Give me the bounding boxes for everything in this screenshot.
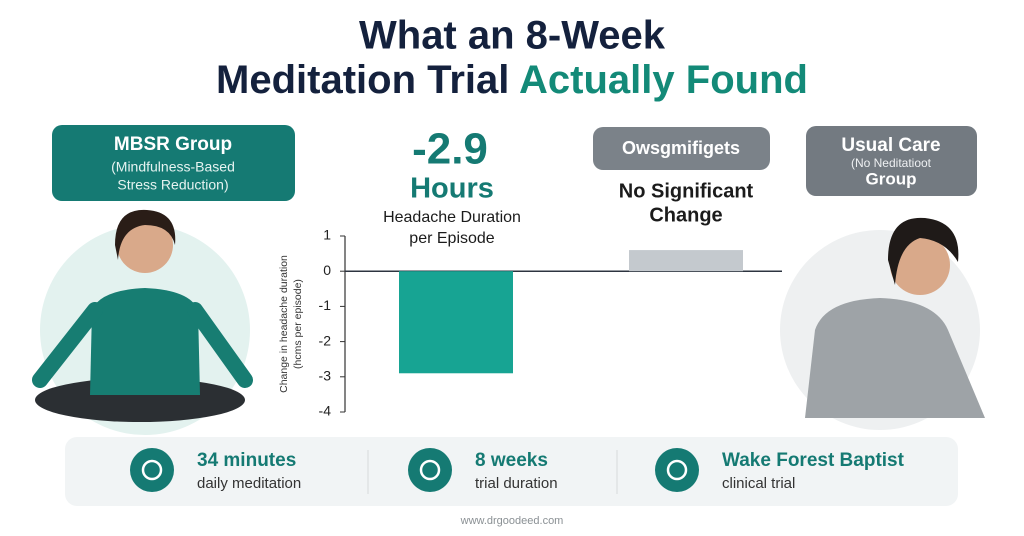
annotation: Owsgmifigets bbox=[622, 138, 740, 158]
annotation: Headache Duration bbox=[383, 209, 521, 226]
stats: 34 minutes daily meditation 8 weeks trial d… bbox=[130, 448, 905, 492]
illustration bbox=[90, 288, 200, 395]
stats-bar bbox=[65, 437, 958, 506]
stat-icon-glyph bbox=[141, 459, 163, 481]
stat-icon bbox=[130, 448, 174, 492]
illustration bbox=[32, 302, 253, 388]
y-tick-label: -1 bbox=[319, 297, 332, 313]
bar bbox=[399, 271, 513, 374]
y-axis-label: (hcms per episode) bbox=[292, 279, 304, 369]
y-tick-label: -3 bbox=[319, 368, 332, 384]
chart: -4 -3 -2 -1 0 1 Change in headache duration (hc… bbox=[278, 125, 782, 419]
group-subtitle: Stress Reduction) bbox=[117, 177, 228, 193]
y-tick-label: -2 bbox=[319, 332, 332, 348]
group-title: Usual Care bbox=[841, 135, 940, 156]
footer: www.drgoodeed.com bbox=[460, 515, 564, 527]
y-tick-label: 0 bbox=[323, 262, 331, 278]
illustration bbox=[805, 298, 985, 418]
group-card bbox=[52, 125, 295, 201]
stat-icon bbox=[408, 448, 452, 492]
annotation-pill bbox=[593, 127, 770, 170]
bar bbox=[629, 250, 743, 272]
illustration bbox=[117, 217, 173, 273]
group-card bbox=[806, 126, 977, 196]
illustration bbox=[890, 235, 950, 295]
y-axis-label: Change in headache duration bbox=[278, 255, 290, 393]
y-tick-label: -4 bbox=[319, 403, 332, 419]
stat-subtitle: daily meditation bbox=[197, 475, 301, 492]
stat-subtitle: clinical trial bbox=[722, 475, 795, 492]
group-subtitle: Group bbox=[866, 169, 917, 188]
annotation: No Significant bbox=[619, 180, 754, 202]
stat-subtitle: trial duration bbox=[475, 475, 558, 492]
illustration bbox=[888, 217, 959, 285]
title: What an 8-Week bbox=[359, 14, 666, 58]
stat-icon-glyph bbox=[666, 459, 688, 481]
stat-title: 8 weeks bbox=[475, 450, 548, 471]
annotation: Hours bbox=[410, 173, 494, 205]
value-label: -2.9 bbox=[412, 125, 488, 174]
annotation: Change bbox=[649, 204, 722, 226]
y-tick-label: 1 bbox=[323, 227, 331, 243]
stat-title: 34 minutes bbox=[197, 450, 296, 471]
group-subtitle: (Mindfulness-Based bbox=[111, 159, 235, 175]
group-subtitle: (No Neditatioot bbox=[851, 156, 932, 170]
title: Meditation Trial Actually Found bbox=[216, 58, 808, 102]
annotation: per Episode bbox=[409, 230, 494, 247]
stat-icon-glyph bbox=[419, 459, 441, 481]
group-title: MBSR Group bbox=[114, 134, 232, 155]
stat-icon bbox=[655, 448, 699, 492]
title-highlight: Actually Found bbox=[519, 58, 808, 102]
illustration bbox=[115, 209, 176, 260]
stat-title: Wake Forest Baptist bbox=[722, 450, 905, 471]
title-part: Meditation Trial bbox=[216, 58, 509, 102]
